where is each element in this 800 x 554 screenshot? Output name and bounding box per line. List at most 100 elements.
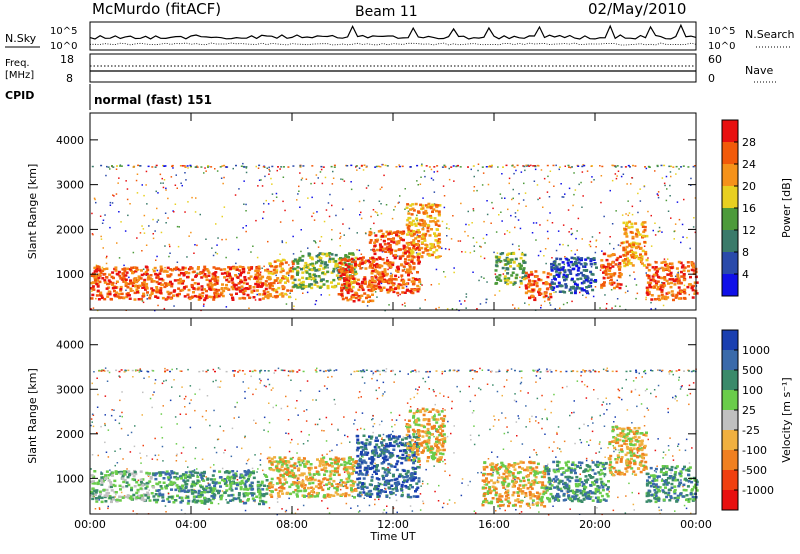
data-point (534, 168, 537, 171)
data-point (567, 268, 571, 272)
data-point (300, 281, 304, 285)
data-point (381, 270, 385, 274)
data-point (280, 277, 284, 280)
data-point (416, 234, 419, 236)
data-point (518, 245, 520, 247)
data-point (90, 297, 94, 300)
data-point (268, 489, 271, 492)
data-point (163, 380, 165, 382)
data-point (690, 512, 692, 515)
data-point (406, 203, 410, 206)
data-point (192, 482, 196, 485)
data-point (379, 188, 382, 190)
data-point (357, 288, 361, 292)
data-point (146, 481, 150, 485)
data-point (245, 166, 248, 168)
data-point (568, 166, 570, 168)
data-point (354, 292, 358, 295)
data-point (426, 244, 429, 246)
data-point (392, 278, 395, 281)
data-point (408, 221, 412, 224)
data-point (649, 281, 653, 285)
data-point (372, 285, 376, 288)
data-point (520, 171, 523, 173)
data-point (131, 281, 135, 285)
data-point (605, 267, 609, 271)
data-point (400, 276, 403, 279)
data-point (628, 212, 631, 214)
data-point (375, 165, 378, 168)
data-point (310, 182, 312, 185)
data-point (491, 451, 493, 453)
data-point (362, 369, 365, 371)
data-point (667, 269, 671, 272)
data-point (145, 184, 147, 186)
data-point (631, 250, 634, 254)
data-point (473, 443, 476, 446)
data-point (387, 232, 391, 235)
data-point (412, 282, 416, 286)
station-title: McMurdo (fitACF) (92, 0, 221, 18)
data-point (143, 232, 146, 234)
data-point (223, 206, 226, 208)
data-point (565, 370, 568, 373)
freq-panel-frame (89, 53, 697, 83)
data-point (212, 266, 216, 269)
data-point (524, 291, 528, 295)
data-point (390, 433, 392, 436)
data-point (105, 174, 107, 177)
data-point (183, 165, 186, 167)
data-point (456, 385, 458, 388)
data-point (609, 403, 611, 405)
data-point (671, 370, 673, 372)
data-point (265, 284, 269, 287)
data-point (284, 510, 287, 513)
data-point (405, 206, 409, 209)
data-point (172, 290, 176, 293)
data-point (669, 184, 671, 187)
data-point (254, 500, 256, 503)
data-point (374, 211, 377, 213)
data-point (489, 165, 492, 168)
data-point (194, 244, 196, 246)
echo-region (153, 469, 270, 506)
data-point (564, 286, 568, 289)
data-point (603, 281, 606, 284)
data-point (149, 397, 152, 400)
data-point (572, 267, 576, 271)
data-point (361, 376, 364, 379)
data-point (268, 286, 272, 290)
data-point (272, 200, 275, 202)
data-point (433, 166, 436, 168)
data-point (687, 269, 690, 273)
data-point (317, 256, 321, 259)
data-point (339, 260, 343, 263)
data-point (629, 274, 631, 277)
data-point (199, 213, 201, 216)
data-point (264, 280, 268, 283)
data-point (312, 399, 314, 401)
data-point (593, 389, 595, 391)
data-point (291, 270, 295, 273)
data-point (434, 490, 436, 493)
data-point (119, 165, 122, 167)
y-tick-label: 1000 (56, 268, 84, 281)
data-point (627, 226, 631, 229)
data-point (260, 369, 263, 372)
data-point (321, 278, 325, 281)
data-point (613, 247, 615, 250)
data-point (604, 271, 608, 275)
data-point (360, 217, 363, 220)
data-point (202, 487, 206, 491)
data-point (353, 265, 357, 269)
data-point (319, 257, 323, 260)
data-point (457, 240, 460, 242)
data-point (115, 280, 119, 283)
data-point (219, 368, 221, 370)
data-point (449, 474, 451, 477)
data-point (92, 475, 96, 478)
data-point (409, 398, 412, 400)
data-point (522, 270, 526, 274)
data-point (693, 165, 696, 167)
data-point (108, 371, 111, 374)
